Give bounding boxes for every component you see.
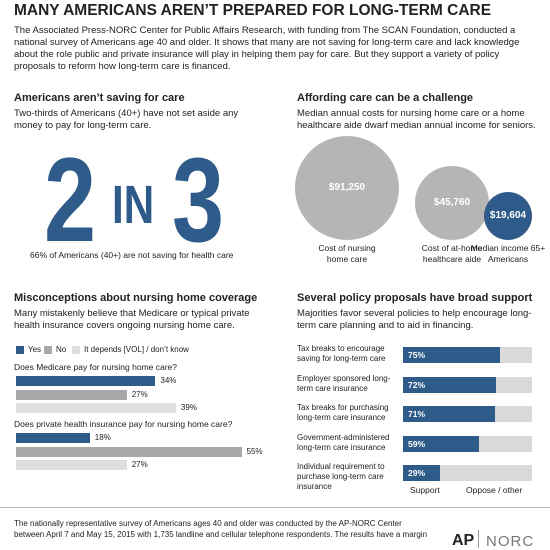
bar-segment — [403, 465, 441, 481]
bar-segment — [479, 435, 532, 452]
caption: 66% of Americans (40+) are not saving fo… — [30, 250, 234, 260]
logo: NORC — [486, 533, 535, 550]
question: Does private health insurance pay for nu… — [14, 419, 233, 429]
section-heading: Affording care can be a challenge — [297, 92, 474, 104]
category-label: Tax breaks for purchasing long-term care… — [297, 403, 389, 422]
legend-swatch — [72, 346, 80, 354]
bubble-label: $45,760 — [433, 197, 471, 209]
bar-label: 18% — [94, 433, 111, 442]
logo: AP — [452, 532, 475, 549]
bar — [16, 389, 127, 400]
bar-segment — [403, 435, 480, 452]
bar — [16, 403, 176, 413]
bubble-category: Cost of nursing home care — [318, 243, 376, 264]
section-heading: Misconceptions about nursing home covera… — [14, 292, 258, 304]
title: MANY AMERICANS AREN’T PREPARED FOR LONG-… — [14, 2, 492, 19]
bubble-label: $91,250 — [328, 182, 366, 193]
bar-segment — [440, 465, 532, 481]
bar-segment — [495, 376, 532, 393]
section-heading: Several policy proposals have broad supp… — [297, 292, 533, 304]
category-label: Individual requirement to purchase long-… — [297, 462, 385, 491]
legend-label: Support — [410, 485, 440, 495]
section-text: Median annual costs for nursing home car… — [297, 108, 536, 131]
category-label: Employer sponsored long-term care insura… — [297, 373, 391, 393]
section-text: Majorities favor several policies to hel… — [297, 308, 532, 331]
legend-label: Oppose / other — [466, 485, 523, 495]
bar-label: 75% — [408, 350, 426, 360]
bar-label: 27% — [131, 460, 148, 469]
logo-divider — [478, 530, 479, 548]
big-number: 3 — [172, 133, 225, 267]
bar-segment — [403, 406, 495, 422]
intro: The Associated Press-NORC Center for Pub… — [14, 25, 520, 72]
legend-label: No — [56, 345, 67, 354]
bubble — [415, 166, 489, 240]
legend-swatch — [16, 346, 24, 354]
bar — [16, 376, 156, 386]
bar-label: 55% — [246, 446, 263, 456]
bar-label: 72% — [408, 379, 426, 390]
question: Does Medicare pay for nursing home care? — [14, 362, 177, 372]
bar-label: 34% — [160, 376, 177, 385]
big-number: 2 — [44, 133, 97, 267]
bar — [16, 446, 242, 457]
bar-segment — [403, 347, 500, 363]
bar-label: 59% — [408, 438, 426, 449]
bar-label: 39% — [180, 403, 197, 412]
legend-label: Yes — [28, 345, 42, 354]
bubble — [295, 136, 399, 240]
bar-label: 29% — [408, 468, 426, 478]
bar-segment — [494, 406, 532, 422]
legend-swatch — [44, 346, 52, 354]
bar-segment — [499, 347, 532, 363]
section-heading: Americans aren’t saving for care — [14, 92, 185, 104]
big-number-word: IN — [112, 175, 155, 235]
legend-label: It depends [VOL] / don’t know — [84, 345, 189, 354]
bubble — [483, 191, 533, 240]
bubble-category: Cost of at-home healthcare aide — [421, 243, 483, 264]
footer-note: The nationally representative survey of … — [14, 519, 428, 539]
bar — [16, 460, 127, 470]
bar — [16, 433, 90, 443]
section-text: Many mistakenly believe that Medicare or… — [14, 308, 250, 331]
category-label: Tax breaks to encourage saving for long-… — [297, 344, 386, 363]
bar-label: 71% — [408, 409, 426, 419]
bar-label: 27% — [131, 389, 148, 399]
section-text: Two-thirds of Americans (40+) have not s… — [14, 108, 239, 131]
bar-segment — [403, 376, 496, 393]
bubble-category: Median income 65+ Americans — [470, 243, 546, 264]
bubble-label: $19,604 — [489, 209, 527, 221]
divider — [0, 507, 550, 508]
category-label: Government-administered long-term care i… — [297, 432, 390, 452]
